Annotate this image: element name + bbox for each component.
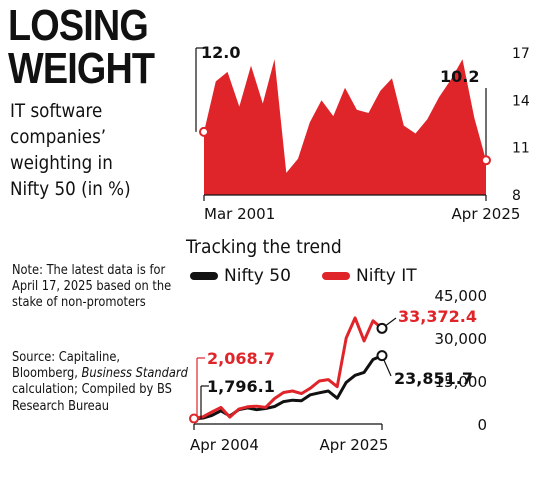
headline-line-1: LOSING xyxy=(8,1,149,50)
bottom-x-label-start: Apr 2004 xyxy=(190,436,259,454)
legend-label-nifty-it: Nifty IT xyxy=(356,266,417,286)
top-y-tick-8: 8 xyxy=(512,188,521,204)
headline-line-2: WEIGHT xyxy=(8,44,155,93)
marker-it-end xyxy=(376,322,388,334)
marker-end xyxy=(481,155,491,166)
marker-50-end xyxy=(376,350,388,362)
marker-start-bottom xyxy=(189,413,199,424)
bottom-y-tick-15000: 15,000 xyxy=(435,373,488,391)
bottom-y-tick-45000: 45,000 xyxy=(435,287,488,305)
top-y-tick-11: 11 xyxy=(512,141,530,157)
legend-item-nifty-it: Nifty IT xyxy=(322,266,417,286)
source-italic: Business Standard xyxy=(81,366,188,382)
series-line-nifty-it xyxy=(193,316,383,420)
legend-swatch-nifty-50 xyxy=(190,272,218,280)
bottom-x-label-end: Apr 2025 xyxy=(320,436,389,454)
chart-title: Tracking the trend xyxy=(186,236,342,258)
legend-label-nifty-50: Nifty 50 xyxy=(224,266,291,286)
headline: LOSING WEIGHT xyxy=(8,1,155,93)
top-x-label-start: Mar 2001 xyxy=(204,205,275,223)
top-y-tick-14: 14 xyxy=(512,93,530,109)
source-prefix: Source: Capitaline, Bloomberg, xyxy=(12,350,121,382)
bottom-y-tick-30000: 30,000 xyxy=(435,330,488,348)
top-x-label-end: Apr 2025 xyxy=(452,205,521,223)
source: Source: Capitaline, Bloomberg, Business … xyxy=(12,350,188,415)
annotation-it-start: 2,068.7 xyxy=(207,349,275,368)
bottom-y-tick-0: 0 xyxy=(477,416,487,434)
annotation-start-value: 12.0 xyxy=(201,43,240,62)
annotation-it-end: 33,372.4 xyxy=(398,307,477,326)
marker-start xyxy=(199,126,209,137)
legend-swatch-nifty-it xyxy=(322,272,350,280)
weighting-area xyxy=(204,59,486,195)
note: Note: The latest data is for April 17, 2… xyxy=(12,263,172,311)
legend-item-nifty-50: Nifty 50 xyxy=(190,266,291,286)
subtitle: IT software companies’ weighting in Nift… xyxy=(10,100,131,200)
source-suffix: calculation; Compiled by BS Research Bur… xyxy=(12,382,172,414)
annotation-50-end: 23,851.7 xyxy=(394,369,473,388)
top-y-tick-17: 17 xyxy=(512,46,530,62)
annotation-end-value: 10.2 xyxy=(440,67,479,86)
annotation-50-start: 1,796.1 xyxy=(207,377,275,396)
